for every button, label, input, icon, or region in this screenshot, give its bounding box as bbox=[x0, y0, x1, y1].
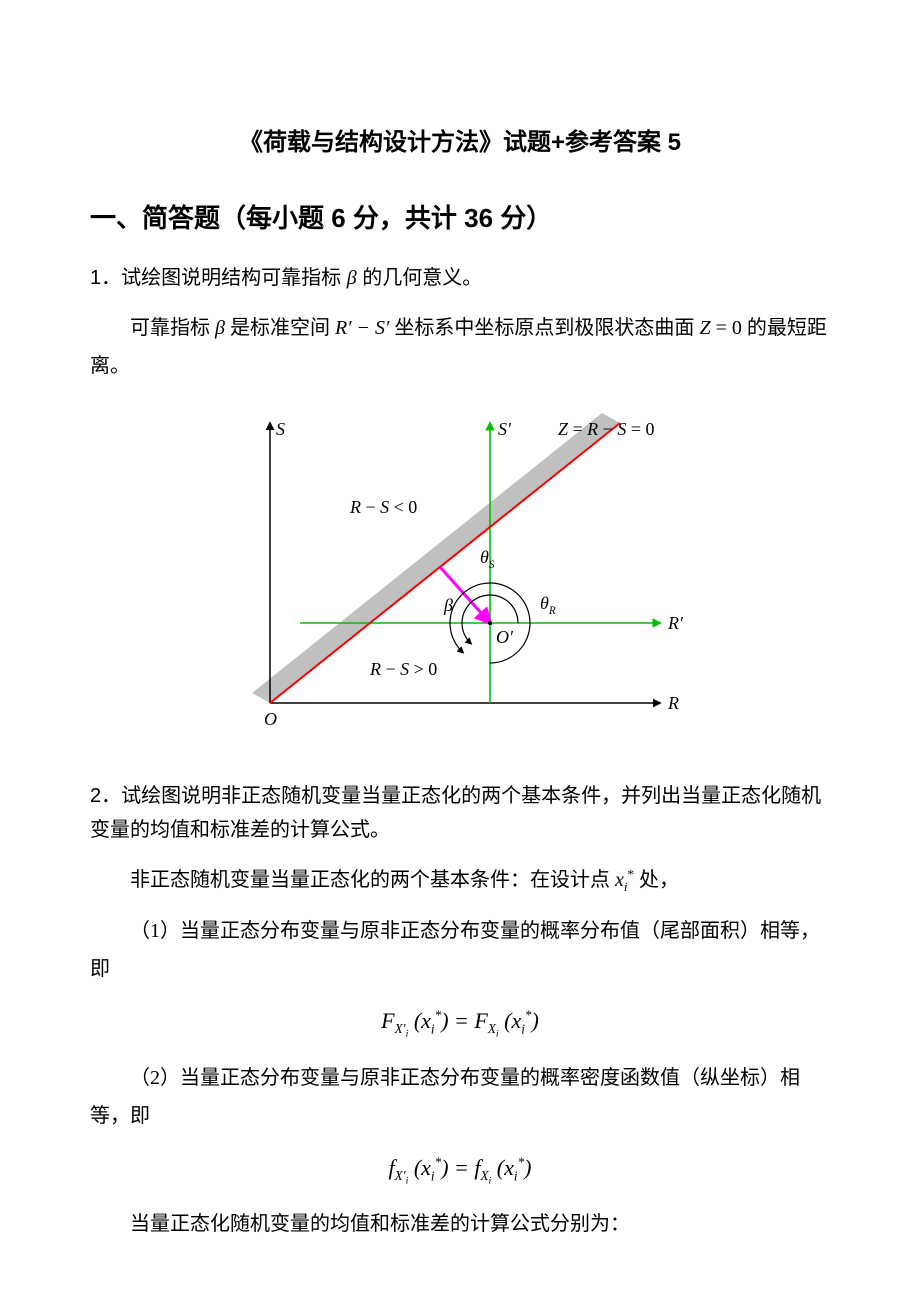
svg-text:θR: θR bbox=[540, 593, 556, 617]
svg-text:R′: R′ bbox=[667, 613, 684, 633]
q2-last: 当量正态化随机变量的均值和标准差的计算公式分别为： bbox=[90, 1205, 830, 1243]
q1-answer: 可靠指标 β 是标准空间 R′ − S′ 坐标系中坐标原点到极限状态曲面 Z =… bbox=[90, 309, 830, 385]
section-heading: 一、简答题（每小题 6 分，共计 36 分） bbox=[90, 194, 830, 243]
q2-eq2: fX′i (xi*) = fXi (xi*) bbox=[90, 1147, 830, 1192]
svg-text:S: S bbox=[276, 419, 285, 439]
svg-text:Z = R − S = 0: Z = R − S = 0 bbox=[558, 419, 654, 439]
q1-figure: S S′ Z = R − S = 0 R − S < 0 R − S > 0 R R′ O O′… bbox=[90, 403, 830, 743]
svg-text:R − S < 0: R − S < 0 bbox=[349, 497, 417, 517]
q2-cond1: （1）当量正态分布变量与原非正态分布变量的概率分布值（尾部面积）相等，即 bbox=[90, 912, 830, 988]
q1-heading: 1．试绘图说明结构可靠指标 β 的几何意义。 bbox=[90, 261, 830, 295]
svg-text:O: O bbox=[264, 709, 277, 729]
q2-eq1: FX′i (xi*) = FXi (xi*) bbox=[90, 1000, 830, 1045]
doc-title: 《荷载与结构设计方法》试题+参考答案 5 bbox=[90, 120, 830, 166]
svg-text:θS: θS bbox=[480, 547, 495, 571]
svg-text:S′: S′ bbox=[498, 419, 512, 439]
q2-cond2: （2）当量正态分布变量与原非正态分布变量的概率密度函数值（纵坐标）相等，即 bbox=[90, 1059, 830, 1135]
svg-text:β: β bbox=[443, 595, 453, 615]
q2-intro: 非正态随机变量当量正态化的两个基本条件：在设计点 xi* 处， bbox=[90, 861, 830, 900]
svg-text:O′: O′ bbox=[496, 627, 514, 647]
reliability-diagram: SS′Z = R − S = 0R − S < 0R − S > 0RR′OO′… bbox=[240, 403, 680, 743]
q2-heading: 2．试绘图说明非正态随机变量当量正态化的两个基本条件，并列出当量正态化随机变量的… bbox=[90, 779, 830, 847]
svg-text:R − S > 0: R − S > 0 bbox=[369, 659, 437, 679]
svg-text:R: R bbox=[667, 693, 679, 713]
